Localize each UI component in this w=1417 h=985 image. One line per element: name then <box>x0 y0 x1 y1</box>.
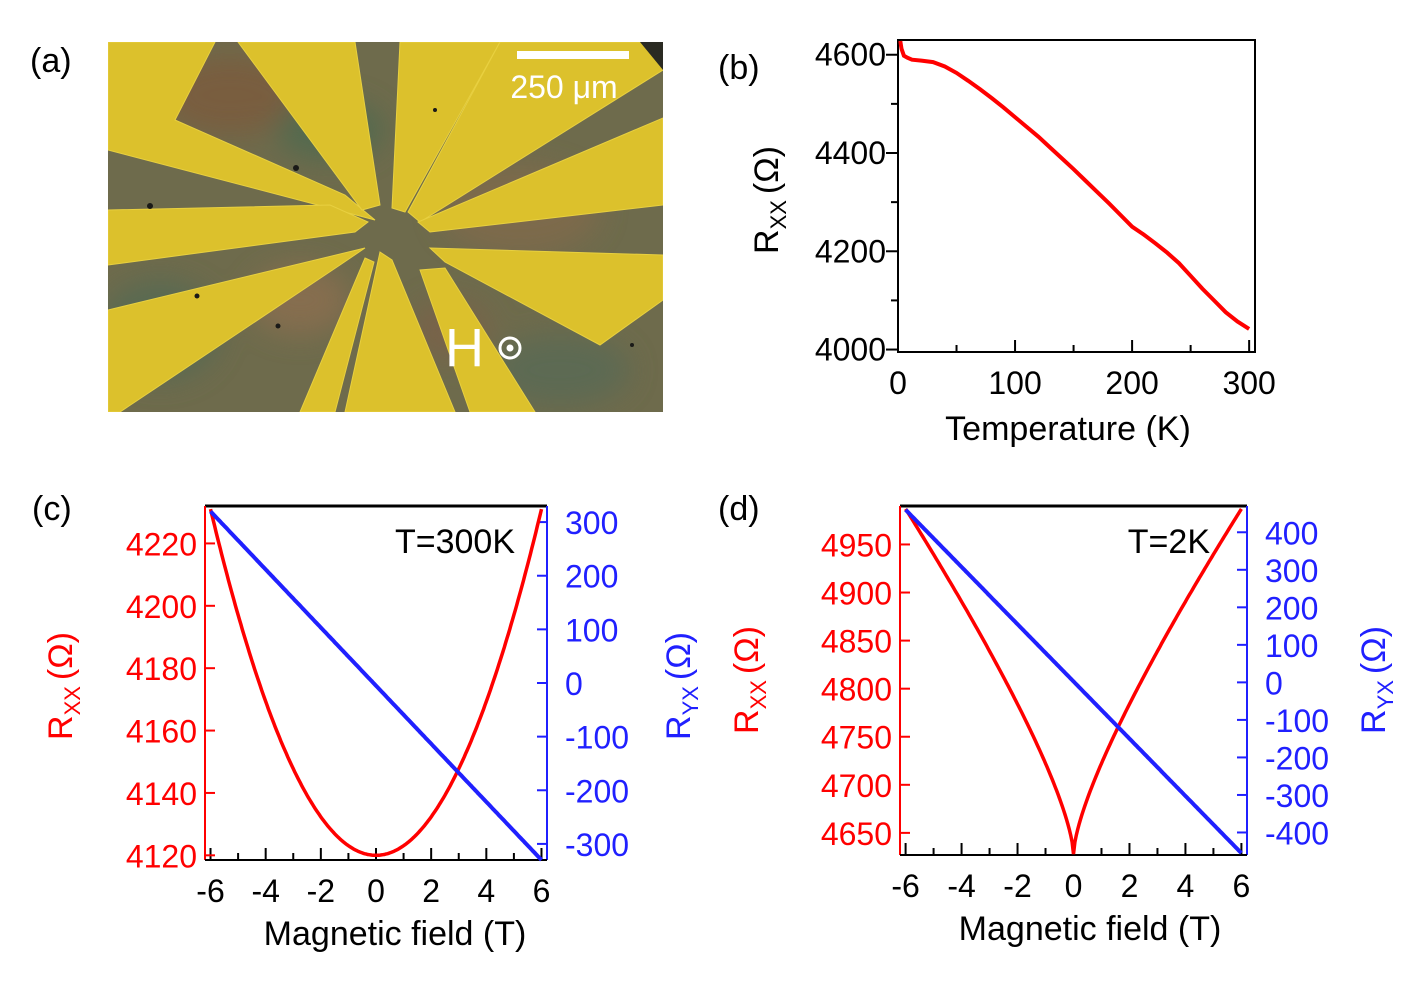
panel-c-left-tick-label: 4120 <box>126 838 197 874</box>
svg-text:RYX(Ω): RYX(Ω) <box>660 632 703 740</box>
panel-c-x-tick-label: 4 <box>477 873 495 909</box>
svg-text:RXX(Ω): RXX(Ω) <box>728 626 771 734</box>
panel-d-left-tick-label: 4900 <box>821 576 892 612</box>
panel-c-x-tick-label: -6 <box>196 873 224 909</box>
panel-c-annotation: T=300K <box>395 523 515 561</box>
scale-bar-label: 250 μm <box>510 69 617 105</box>
panel-c-right-tick-label: -200 <box>565 773 629 809</box>
panel-d-rxx-series <box>904 507 1243 855</box>
panel-c-label: (c) <box>32 490 72 528</box>
panel-c-left-tick-label: 4140 <box>126 776 197 812</box>
panel-d-x-tick-label: 4 <box>1177 868 1195 904</box>
panel-c-ryx-series <box>209 509 543 862</box>
panel-d-left-tick-label: 4850 <box>821 624 892 660</box>
panel-d-annotation: T=2K <box>1128 523 1211 561</box>
svg-text:RXX(Ω): RXX(Ω) <box>42 632 85 740</box>
panel-a: (a) <box>30 42 663 412</box>
panel-b-y-tick-label: 4200 <box>815 233 886 269</box>
panel-d-left-axis-title: RXX(Ω) <box>728 626 771 734</box>
panel-d-right-tick-label: -400 <box>1265 815 1329 851</box>
panel-d-left-tick-label: 4800 <box>821 672 892 708</box>
panel-b-x-tick-label: 0 <box>889 365 907 401</box>
panel-c-x-tick-label: 0 <box>367 873 385 909</box>
panel-c-x-tick-label: 6 <box>533 873 551 909</box>
panel-c-x-axis-title: Magnetic field (T) <box>264 915 527 953</box>
panel-d-x-tick-label: -4 <box>947 868 975 904</box>
panel-d-x-tick-label: -2 <box>1003 868 1031 904</box>
panel-d-x-axis-title: Magnetic field (T) <box>959 910 1222 948</box>
panel-c-left-tick-label: 4220 <box>126 526 197 562</box>
panel-b-x-tick-label: 100 <box>988 365 1041 401</box>
panel-b-label: (b) <box>718 49 760 87</box>
panel-c-right-tick-label: 100 <box>565 612 618 648</box>
panel-d-x-tick-label: 2 <box>1121 868 1139 904</box>
panel-d-x-tick-label: 6 <box>1233 868 1251 904</box>
panel-b-x-tick-label: 300 <box>1222 365 1275 401</box>
panel-d-left-tick-label: 4950 <box>821 527 892 563</box>
panel-c-right-tick-label: -300 <box>565 827 629 863</box>
panel-d-right-tick-label: 200 <box>1265 590 1318 626</box>
panel-b-x-axis-title: Temperature (K) <box>945 410 1191 448</box>
panel-d-left-tick-label: 4750 <box>821 720 892 756</box>
panel-b: (b) Temperature (K) RXX(Ω) 0 100 200 300 400… <box>718 37 1276 448</box>
panel-c-left-axis-title: RXX(Ω) <box>42 632 85 740</box>
field-out-of-plane-icon <box>498 336 522 360</box>
panel-d-left-tick-label: 4700 <box>821 768 892 804</box>
panel-d-label: (d) <box>718 490 760 528</box>
panel-d-right-tick-label: 300 <box>1265 553 1318 589</box>
panel-d-right-tick-label: 400 <box>1265 515 1318 551</box>
panel-d-left-tick-label: 4650 <box>821 816 892 852</box>
panel-c-left-tick-label: 4160 <box>126 714 197 750</box>
panel-c-right-tick-label: 300 <box>565 505 618 541</box>
panel-c-right-tick-label: -100 <box>565 720 629 756</box>
panel-b-y-axis-title: RXX(Ω) <box>748 146 791 254</box>
panel-b-rxx-series <box>898 40 1251 331</box>
panel-c-right-axis-title: RYX(Ω) <box>660 632 703 740</box>
micrograph <box>108 42 663 412</box>
svg-text:RXX(Ω): RXX(Ω) <box>748 146 791 254</box>
panel-c-rxx-series <box>208 508 544 858</box>
panel-b-plot-frame <box>897 39 1256 353</box>
panel-c-x-tick-label: -2 <box>307 873 335 909</box>
panel-b-y-tick-label: 4600 <box>815 37 886 73</box>
scale-bar <box>517 51 629 59</box>
panel-b-x-tick-label: 200 <box>1105 365 1158 401</box>
panel-d-right-tick-label: -200 <box>1265 740 1329 776</box>
panel-d-right-axis-title: RYX(Ω) <box>1355 626 1398 734</box>
svg-text:RYX(Ω): RYX(Ω) <box>1355 626 1398 734</box>
panel-c-left-tick-label: 4200 <box>126 589 197 625</box>
panel-d-right-tick-label: -300 <box>1265 778 1329 814</box>
panel-c-x-tick-label: 2 <box>422 873 440 909</box>
panel-c-x-tick-label: -4 <box>251 873 279 909</box>
panel-a-label: (a) <box>30 42 72 80</box>
panel-d-x-tick-label: -6 <box>891 868 919 904</box>
panel-d-right-tick-label: 0 <box>1265 665 1283 701</box>
panel-d-x-tick-label: 0 <box>1065 868 1083 904</box>
panel-c-left-tick-label: 4180 <box>126 651 197 687</box>
panel-c-right-tick-label: 0 <box>565 666 583 702</box>
field-direction-label: H <box>445 318 484 378</box>
panel-d-right-tick-label: 100 <box>1265 628 1318 664</box>
panel-b-y-tick-label: 4400 <box>815 135 886 171</box>
panel-c: (c) T=300K Magnetic field (T) RXX(Ω) RYX… <box>32 490 703 953</box>
panel-d-ryx-series <box>904 508 1243 855</box>
panel-d-right-tick-label: -100 <box>1265 703 1329 739</box>
panel-c-right-tick-label: 200 <box>565 559 618 595</box>
panel-b-y-tick-label: 4000 <box>815 332 886 368</box>
panel-d: (d) T=2K Magnetic field (T) RXX(Ω) RYX(Ω… <box>718 490 1398 948</box>
